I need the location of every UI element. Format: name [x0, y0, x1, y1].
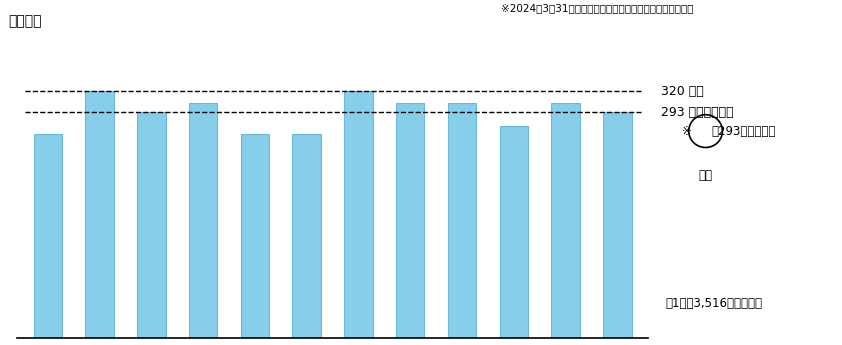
Bar: [499, 126, 528, 338]
Bar: [448, 103, 477, 338]
Text: る月: る月: [699, 169, 713, 183]
Bar: [603, 112, 632, 338]
Bar: [137, 112, 166, 338]
Text: 320 時間: 320 時間: [661, 85, 704, 98]
Text: は293時間を超え: は293時間を超え: [711, 125, 775, 138]
Text: （図１）: （図１）: [8, 14, 42, 28]
Bar: [552, 103, 580, 338]
Text: ※: ※: [682, 125, 692, 138]
Bar: [344, 91, 373, 338]
Bar: [85, 91, 114, 338]
Bar: [241, 134, 269, 338]
Text: ※2024年3月31日までの改善基準告示に基づく調整例です。: ※2024年3月31日までの改善基準告示に基づく調整例です。: [501, 3, 694, 13]
Text: 293 時間（原則）: 293 時間（原則）: [661, 106, 733, 119]
Text: （1年間3,516時間以内）: （1年間3,516時間以内）: [665, 297, 762, 310]
Bar: [189, 103, 217, 338]
Bar: [34, 134, 62, 338]
Bar: [292, 134, 321, 338]
Bar: [396, 103, 424, 338]
